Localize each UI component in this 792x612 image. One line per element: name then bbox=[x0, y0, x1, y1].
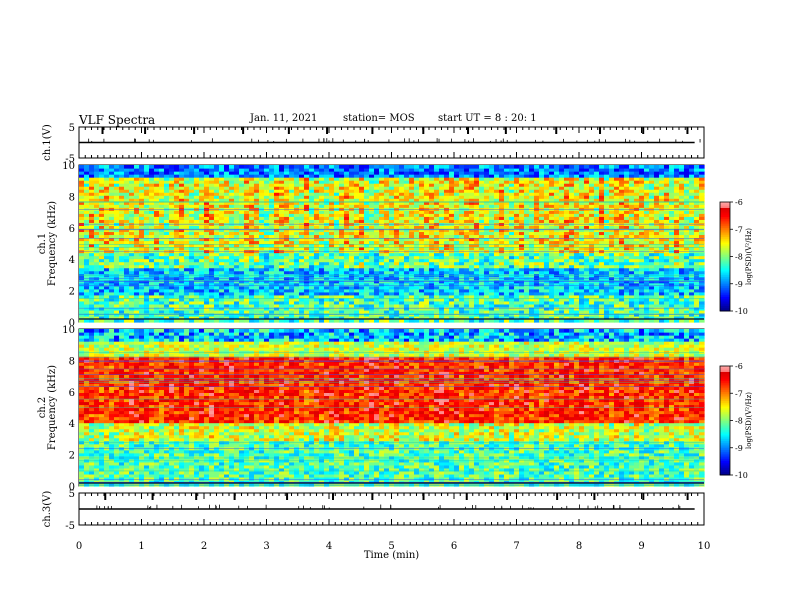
y-tick-label: 6 bbox=[69, 224, 75, 235]
x-tick-label: 7 bbox=[513, 541, 519, 552]
y-tick-label: 8 bbox=[69, 192, 75, 203]
station-label: station= MOS bbox=[343, 113, 415, 124]
colorbar-ch1: -6 -7 -8 -9 -10 log(PSD)(V²/Hz) bbox=[719, 198, 753, 316]
y-axis-label: Frequency (kHz) bbox=[47, 365, 58, 450]
y-tick-label: 8 bbox=[69, 356, 75, 367]
x-tick-label: 2 bbox=[201, 541, 207, 552]
x-tick-label: 5 bbox=[388, 541, 394, 552]
y-axis-label: ch.3(V) bbox=[42, 491, 53, 528]
x-tick-label: 3 bbox=[263, 541, 269, 552]
colorbar-tick-label: -6 bbox=[735, 198, 743, 207]
spectrogram-ch2 bbox=[79, 329, 705, 487]
y-tick-label: 5 bbox=[69, 123, 75, 134]
y-tick-label: 4 bbox=[69, 419, 75, 430]
x-tick-label: 9 bbox=[638, 541, 644, 552]
colorbar-tick-label: -7 bbox=[735, 389, 743, 398]
y-axis-label: ch.1(V) bbox=[42, 124, 53, 161]
figure-title: VLF Spectra bbox=[79, 113, 156, 127]
colorbar-tick-label: -6 bbox=[735, 362, 743, 371]
ch1-voltage-panel: 5 -5 ch.1(V) bbox=[42, 123, 705, 165]
spectrogram-ch1 bbox=[79, 165, 705, 323]
x-tick-label: 8 bbox=[576, 541, 582, 552]
x-tick-label: 6 bbox=[451, 541, 457, 552]
colorbar-tick-label: -7 bbox=[735, 225, 743, 234]
colorbar-tick-label: -8 bbox=[735, 253, 743, 262]
colorbar-ch2: -6 -7 -8 -9 -10 log(PSD)(V²/Hz) bbox=[719, 362, 753, 480]
y-tick-label: 0 bbox=[69, 318, 75, 329]
y-tick-label: 0 bbox=[69, 482, 75, 493]
x-axis-label: Time (min) bbox=[364, 550, 419, 561]
x-tick-label: 4 bbox=[326, 541, 332, 552]
colorbar-label: log(PSD)(V²/Hz) bbox=[745, 228, 753, 285]
date-label: Jan. 11, 2021 bbox=[250, 113, 318, 124]
colorbar-tick-label: -9 bbox=[735, 444, 743, 453]
colorbar-tick-label: -9 bbox=[735, 280, 743, 289]
y-tick-label: 6 bbox=[69, 388, 75, 399]
colorbar-tick-label: -8 bbox=[735, 417, 743, 426]
y-tick-label: 10 bbox=[62, 325, 75, 336]
y-tick-label: -5 bbox=[65, 521, 75, 532]
y-tick-label: 10 bbox=[62, 161, 75, 172]
y-tick-label: 2 bbox=[69, 451, 75, 462]
y-axis-label: ch.2 bbox=[37, 397, 48, 419]
y-tick-label: 5 bbox=[69, 489, 75, 500]
start-time-label: start UT = 8 : 20: 1 bbox=[438, 113, 537, 124]
y-tick-label: 4 bbox=[69, 255, 75, 266]
colorbar-tick-label: -10 bbox=[735, 471, 748, 480]
y-tick-label: 2 bbox=[69, 287, 75, 298]
colorbar-tick-label: -10 bbox=[735, 307, 748, 316]
y-axis-label: Frequency (kHz) bbox=[47, 201, 58, 286]
x-tick-label: 0 bbox=[76, 541, 82, 552]
x-tick-label: 1 bbox=[138, 541, 144, 552]
colorbar-label: log(PSD)(V²/Hz) bbox=[745, 392, 753, 449]
y-axis-label: ch.1 bbox=[37, 233, 48, 255]
x-tick-label: 10 bbox=[698, 541, 711, 552]
y-tick-label: -5 bbox=[65, 154, 75, 165]
ch3-voltage-panel: 5 -5 ch.3(V) bbox=[42, 489, 705, 532]
